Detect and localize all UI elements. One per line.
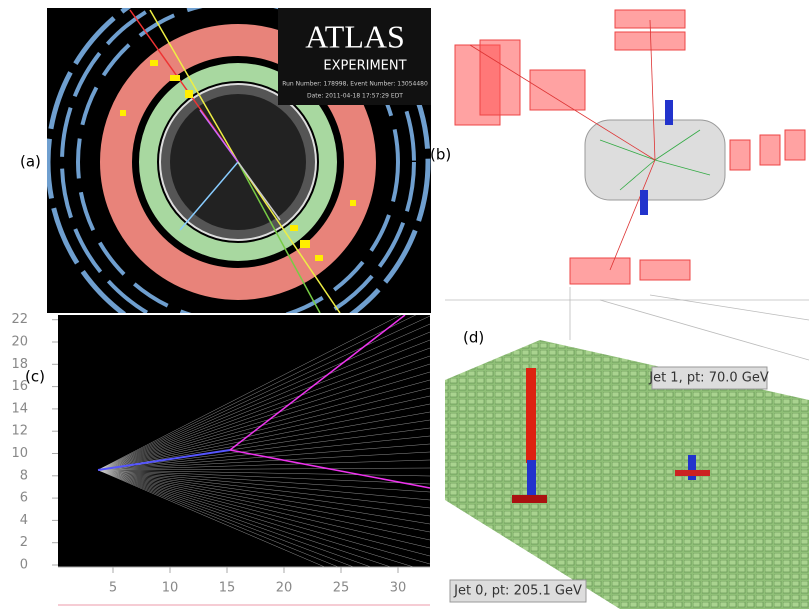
- track: [97, 469, 430, 557]
- track: [97, 469, 430, 525]
- track: [97, 427, 430, 471]
- track: [97, 347, 430, 471]
- track: [97, 469, 355, 567]
- track: [97, 469, 430, 501]
- track: [97, 387, 430, 471]
- panel-b: [454, 9, 806, 285]
- track: [97, 469, 430, 493]
- date: Date: 2011-04-18 17:57:29 EDT: [307, 93, 403, 100]
- logo: ATLAS: [305, 18, 405, 54]
- y-tick-label: 12: [11, 424, 28, 439]
- x-tick-label: 30: [390, 581, 407, 596]
- track: [97, 469, 326, 567]
- track: [97, 323, 430, 471]
- track: [97, 469, 430, 549]
- panel-label: (d): [463, 329, 484, 347]
- track: [97, 315, 430, 471]
- track: [97, 469, 430, 541]
- panel-label: (b): [430, 146, 451, 164]
- track: [97, 469, 430, 485]
- track-fan: [97, 315, 430, 567]
- track: [97, 449, 231, 471]
- track: [97, 403, 430, 471]
- track: [97, 395, 430, 471]
- track: [97, 469, 430, 533]
- run-info: Run Number: 178998, Event Number: 130544…: [282, 81, 428, 88]
- annotation-box: [449, 579, 587, 603]
- panel-a: [47, 8, 431, 313]
- track: [97, 379, 430, 471]
- track: [97, 469, 372, 567]
- track: [97, 355, 430, 471]
- y-tick-label: 4: [20, 513, 28, 528]
- y-tick-label: 14: [11, 401, 28, 416]
- x-tick-label: 10: [162, 581, 179, 596]
- track: [97, 469, 339, 567]
- x-tick-label: 25: [333, 581, 350, 596]
- track: [97, 363, 430, 471]
- track: [97, 469, 430, 517]
- track: [97, 331, 430, 471]
- track: [97, 459, 430, 471]
- track: [97, 469, 430, 477]
- track: [97, 469, 430, 509]
- panel-d: [445, 287, 809, 609]
- track: [229, 315, 406, 451]
- panel-label: (c): [25, 368, 45, 386]
- track: [97, 315, 402, 471]
- x-tick-label: 5: [109, 581, 117, 596]
- track: [97, 467, 430, 471]
- track: [97, 371, 430, 471]
- track: [97, 435, 430, 471]
- track: [229, 449, 430, 489]
- track: [97, 469, 415, 567]
- annotation-box: [651, 366, 768, 390]
- annotation: Jet 1, pt: 70.0 GeV: [648, 371, 769, 386]
- x-tick-label: 20: [276, 581, 293, 596]
- track: [97, 469, 430, 565]
- panel-label: (a): [20, 153, 41, 171]
- y-tick-label: 22: [11, 312, 28, 327]
- track: [97, 315, 417, 471]
- x-tick-label: 15: [219, 581, 236, 596]
- track: [97, 451, 430, 471]
- annotation: Jet 0, pt: 205.1 GeV: [453, 584, 582, 599]
- y-tick-label: 10: [11, 446, 28, 461]
- y-tick-label: 6: [20, 491, 28, 506]
- y-tick-label: 8: [20, 468, 28, 483]
- y-tick-label: 0: [20, 558, 28, 573]
- logo-sub: EXPERIMENT: [323, 59, 406, 74]
- track: [97, 339, 430, 471]
- y-tick-label: 2: [20, 535, 28, 550]
- y-tick-label: 18: [11, 357, 28, 372]
- y-tick-label: 20: [11, 335, 28, 350]
- track: [97, 469, 392, 567]
- y-tick-label: 16: [11, 379, 28, 394]
- track: [97, 411, 430, 471]
